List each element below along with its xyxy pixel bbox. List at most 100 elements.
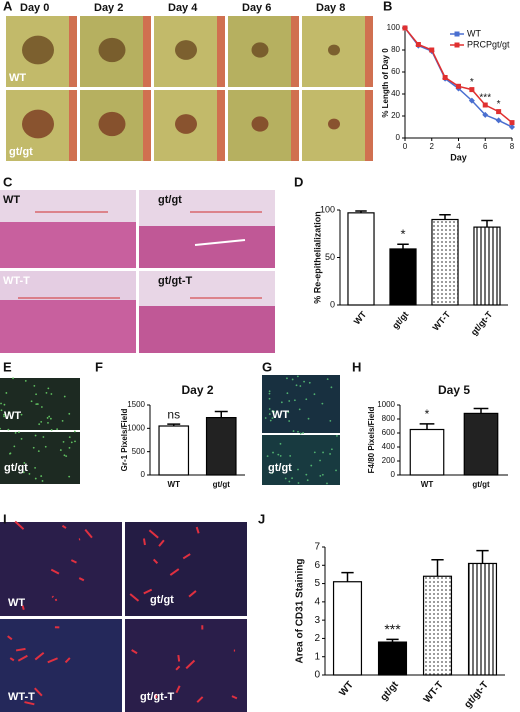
speck [277, 453, 280, 456]
vessel [78, 577, 85, 582]
y-tick-label: 4 [314, 596, 320, 607]
speck [40, 475, 43, 477]
speck [40, 420, 43, 423]
y-tick-label: 400 [382, 442, 396, 451]
ruler [291, 16, 299, 87]
speck [35, 393, 37, 396]
speck [289, 455, 292, 457]
column-label: Day 8 [316, 2, 345, 14]
x-tick-label: 8 [510, 142, 515, 151]
column-label: Day 0 [20, 2, 49, 14]
speck [73, 430, 76, 433]
speck [23, 462, 26, 464]
x-tick-label: gt/gt [378, 679, 401, 703]
speck [288, 420, 291, 422]
error-bar [167, 423, 181, 426]
x-tick-label: gt/gt [390, 309, 410, 330]
photo-label: gt/gt [158, 194, 182, 206]
speck [30, 400, 33, 403]
y-tick-label: 500 [132, 447, 146, 456]
vessel [34, 687, 43, 697]
column-label: Day 2 [94, 2, 123, 14]
speck [5, 392, 8, 394]
speck [3, 403, 6, 406]
error-bar [481, 219, 493, 228]
ruler [69, 16, 77, 87]
speck [307, 417, 310, 420]
ruler [217, 90, 225, 161]
y-axis-label: % Length of Day 0 [381, 48, 390, 118]
vessel [169, 568, 180, 576]
chart-title: Day 2 [181, 383, 213, 397]
photo-label: WT [3, 194, 20, 206]
speck [41, 480, 44, 482]
wound [22, 109, 54, 139]
photo-label: gt/gt [268, 462, 292, 474]
x-tick-label: WT [168, 480, 181, 489]
speck [329, 419, 332, 422]
speck [22, 471, 25, 474]
vessel [177, 654, 181, 662]
y-tick-label: 40 [391, 89, 400, 98]
speck [286, 392, 289, 395]
bar [332, 581, 363, 676]
legend-label: WT [467, 28, 481, 38]
y-tick-label: 1500 [127, 400, 145, 409]
vessel [231, 695, 238, 700]
speck [36, 403, 39, 405]
speck [40, 406, 43, 408]
ruler [365, 90, 373, 161]
speck [305, 398, 308, 401]
y-tick-label: 0 [141, 470, 146, 479]
speck [321, 402, 324, 405]
x-tick-label: gt/gt [213, 480, 231, 489]
y-tick-label: 200 [382, 456, 396, 465]
speck [47, 387, 50, 390]
legend-label: PRCPgt/gt [467, 39, 510, 49]
speck [268, 392, 271, 395]
ruler [365, 16, 373, 87]
vessel [143, 588, 153, 595]
speck [65, 455, 68, 458]
vessel [195, 526, 200, 534]
speck [268, 390, 271, 393]
bar [377, 641, 408, 676]
marker [456, 83, 461, 89]
speck [306, 479, 309, 482]
speck [68, 412, 71, 415]
bar [158, 425, 190, 476]
y-tick-label: 0 [396, 133, 401, 142]
speck [326, 482, 328, 485]
speck [279, 455, 282, 457]
speck [291, 477, 293, 480]
photo-label: WT [8, 597, 25, 609]
y-tick-label: 100 [387, 23, 401, 32]
speck [68, 475, 71, 478]
speck [330, 448, 333, 451]
speck [288, 480, 291, 483]
x-tick-label: 6 [483, 142, 488, 151]
speck [326, 378, 329, 381]
speck [313, 451, 316, 454]
vessel [152, 558, 159, 564]
speck [292, 430, 295, 432]
vessel [84, 528, 93, 539]
speck [279, 442, 282, 445]
panel-e-photos [0, 378, 80, 484]
speck [335, 469, 337, 472]
speck [0, 427, 1, 430]
x-tick-label: gt/gt [472, 480, 490, 489]
speck [68, 436, 71, 439]
speck [34, 466, 36, 469]
speck [44, 445, 47, 448]
speck [308, 381, 311, 384]
vessel [185, 659, 196, 670]
ruler [143, 90, 151, 161]
speck [303, 380, 305, 383]
speck [35, 403, 38, 406]
speck [266, 455, 269, 457]
y-axis-label: Area of CD31 Staining [295, 558, 306, 663]
y-tick-label: 60 [391, 67, 400, 76]
error-bar [431, 559, 444, 577]
vessel [9, 657, 15, 662]
